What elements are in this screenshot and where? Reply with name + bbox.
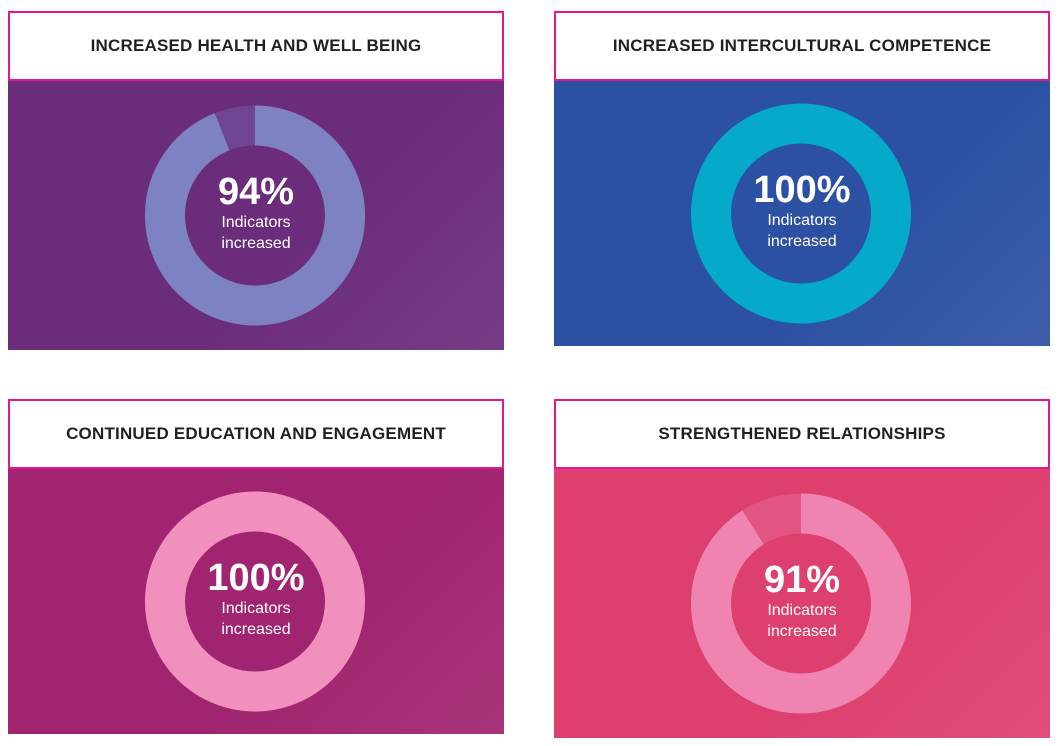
panel-education: CONTINUED EDUCATION AND ENGAGEMENT 100% I… xyxy=(8,399,504,734)
donut-chart: 100% Indicators increased xyxy=(8,469,504,734)
percent-value: 94% xyxy=(217,170,295,213)
donut-center-label: 100% Indicators increased xyxy=(8,558,504,640)
donut-svg xyxy=(145,491,365,712)
donut-center-label: 100% Indicators increased xyxy=(554,170,1050,252)
donut-center-label: 94% Indicators increased xyxy=(8,172,504,254)
panel-intercultural: INCREASED INTERCULTURAL COMPETENCE 100% I… xyxy=(554,11,1050,346)
donut-svg xyxy=(691,103,911,324)
donut-value-arc xyxy=(691,493,911,714)
caption-line-2: increased xyxy=(221,620,291,638)
panel-title: CONTINUED EDUCATION AND ENGAGEMENT xyxy=(66,424,446,443)
caption-line-2: increased xyxy=(767,622,837,640)
panel-title: INCREASED HEALTH AND WELL BEING xyxy=(90,36,422,55)
panel-health: INCREASED HEALTH AND WELL BEING 94% Indic… xyxy=(8,11,504,350)
caption-line-2: increased xyxy=(221,234,291,252)
donut-svg xyxy=(145,105,365,326)
caption-line-1: Indicators xyxy=(767,211,837,229)
percent-value: 100% xyxy=(207,556,305,599)
donut-svg xyxy=(691,493,911,714)
percent-value: 91% xyxy=(763,558,841,601)
donut-value-arc xyxy=(145,105,365,326)
panel-title: INCREASED INTERCULTURAL COMPETENCE xyxy=(612,36,992,55)
panel-header: INCREASED HEALTH AND WELL BEING xyxy=(8,11,504,81)
panel-title: STRENGTHENED RELATIONSHIPS xyxy=(658,424,946,443)
donut-chart: 100% Indicators increased xyxy=(554,81,1050,346)
caption-line-2: increased xyxy=(767,232,837,250)
percent-value: 100% xyxy=(753,168,851,211)
panel-relationships: STRENGTHENED RELATIONSHIPS 91% Indicators… xyxy=(554,399,1050,738)
caption-line-1: Indicators xyxy=(767,601,837,619)
donut-chart: 94% Indicators increased xyxy=(8,81,504,350)
donut-value-arc xyxy=(145,491,365,712)
panel-header: CONTINUED EDUCATION AND ENGAGEMENT xyxy=(8,399,504,469)
panel-header: STRENGTHENED RELATIONSHIPS xyxy=(554,399,1050,469)
caption-line-1: Indicators xyxy=(221,599,291,617)
panel-header: INCREASED INTERCULTURAL COMPETENCE xyxy=(554,11,1050,81)
donut-chart: 91% Indicators increased xyxy=(554,469,1050,738)
donut-center-label: 91% Indicators increased xyxy=(554,560,1050,642)
donut-value-arc xyxy=(691,103,911,324)
caption-line-1: Indicators xyxy=(221,213,291,231)
